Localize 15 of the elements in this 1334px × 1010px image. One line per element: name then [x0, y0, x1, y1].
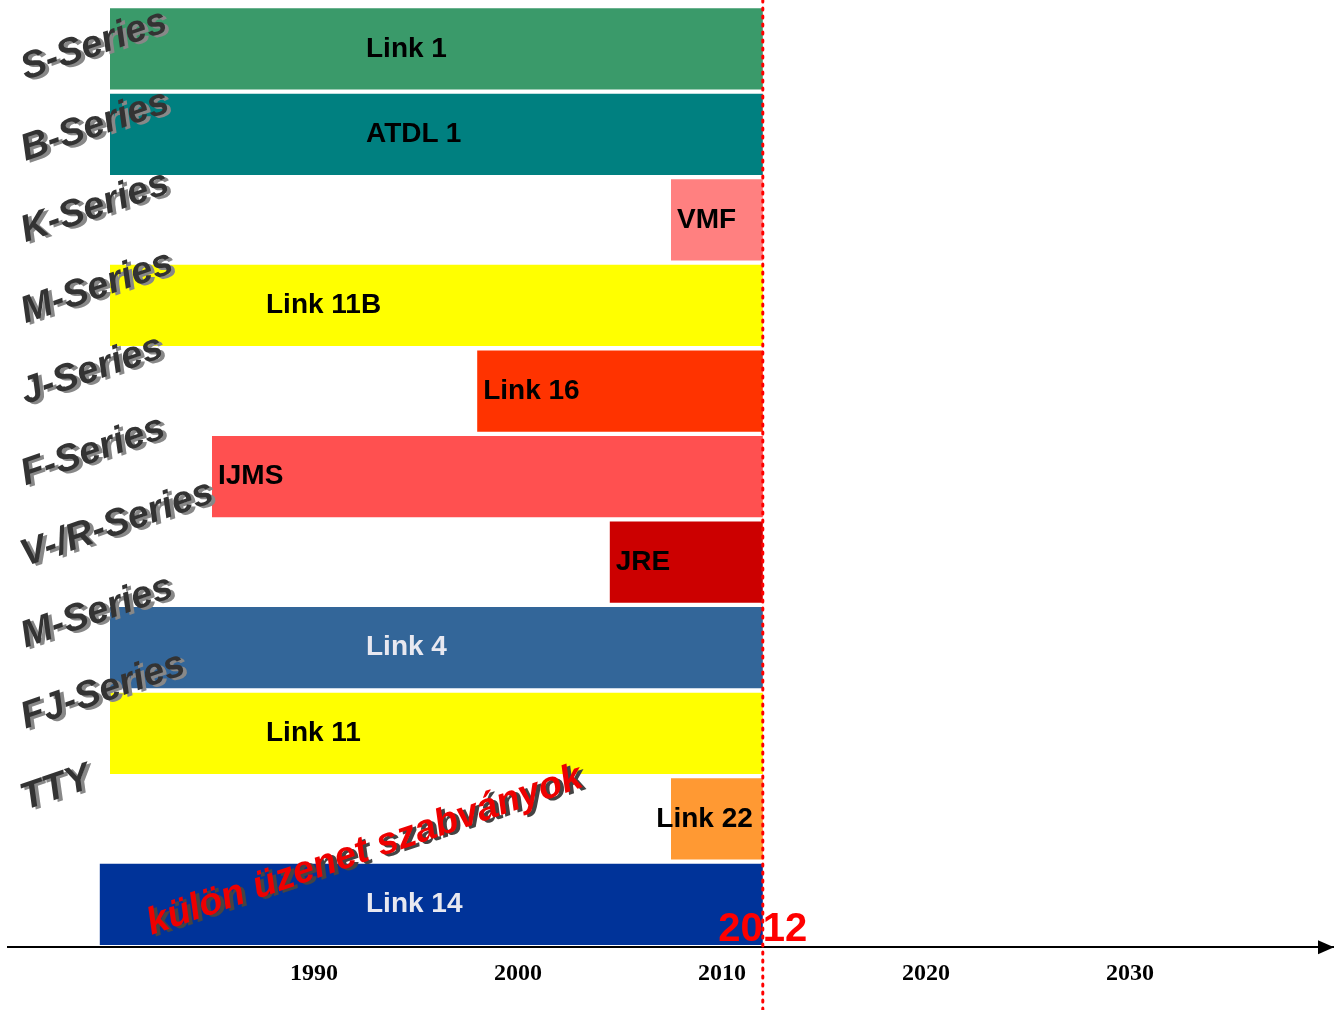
- y-tick-label: Link 16: [483, 373, 580, 405]
- y-tick-label: VMF: [677, 202, 737, 234]
- y-tick-label: JRE: [615, 544, 671, 576]
- y-tick-label: Link 4: [366, 630, 448, 662]
- x-tick-label: 1990: [290, 958, 338, 985]
- x-tick-label: 2030: [1106, 958, 1154, 985]
- y-tick-label: IJMS: [218, 459, 284, 491]
- y-tick-label: Link 11: [266, 716, 361, 748]
- ref-line-label: 2012: [718, 905, 808, 950]
- x-tick-label: 2010: [698, 958, 746, 985]
- y-tick-label: ATDL 1: [366, 117, 462, 149]
- x-tick-label: 2020: [902, 958, 950, 985]
- x-tick-label: 2000: [494, 958, 542, 985]
- y-tick-label: Link 1: [366, 31, 447, 63]
- y-tick-label: Link 11B: [266, 288, 382, 320]
